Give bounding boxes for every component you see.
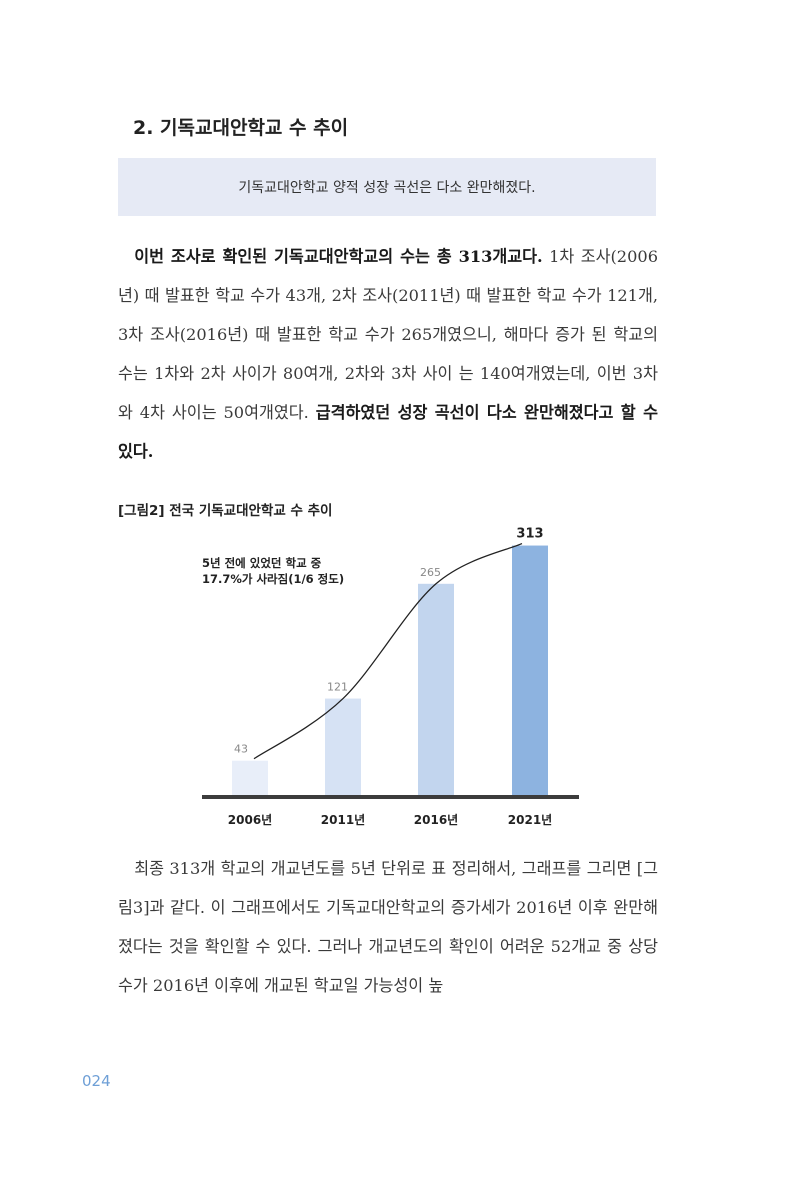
bar-2021년 [512, 545, 548, 795]
paragraph-intro-body: 1차 조사(2006년) 때 발표한 학교 수가 43개, 2차 조사(2011… [118, 247, 659, 422]
paragraph-followup: 최종 313개 학교의 개교년도를 5년 단위로 표 정리해서, 그래프를 그리… [118, 859, 658, 995]
paragraph-intro-bold-lead: 이번 조사로 확인된 기독교대안학교의 수는 총 313개교다. [134, 247, 543, 266]
value-label-2016년: 265 [420, 566, 441, 579]
x-tick-label-2011년: 2011년 [321, 813, 365, 827]
chart-annotation-line2: 17.7%가 사라짐(1/6 정도) [202, 572, 344, 586]
figure-caption: [그림2] 전국 기독교대안학교 수 추이 [118, 503, 333, 519]
chart-annotation-line1: 5년 전에 있었던 학교 중 [202, 556, 322, 570]
bar-2016년 [418, 583, 454, 795]
paragraph-intro: 이번 조사로 확인된 기독교대안학교의 수는 총 313개교다. 1차 조사(2… [118, 237, 658, 471]
value-label-2011년: 121 [327, 681, 348, 694]
school-count-chart: 43 121 265 313 2006년 2011년 2016년 2021년 5년 전에 있… [202, 527, 579, 827]
page-number: 024 [82, 1072, 111, 1090]
section-title: 2. 기독교대안학교 수 추이 [133, 117, 349, 139]
value-label-2021년: 313 [516, 527, 543, 542]
bar-2011년 [325, 698, 361, 795]
summary-box: 기독교대안학교 양적 성장 곡선은 다소 완만해졌다. [118, 158, 656, 216]
value-label-2006년: 43 [234, 743, 248, 756]
paragraph-intro-bold-tail: 급격하였던 성장 곡선이 다소 완만해졌다고 할 수 있다. [118, 403, 658, 461]
x-tick-label-2021년: 2021년 [508, 813, 552, 827]
trend-curve [253, 542, 523, 760]
x-tick-label-2006년: 2006년 [228, 813, 272, 827]
x-tick-label-2016년: 2016년 [414, 813, 458, 827]
bar-2006년 [232, 760, 268, 795]
